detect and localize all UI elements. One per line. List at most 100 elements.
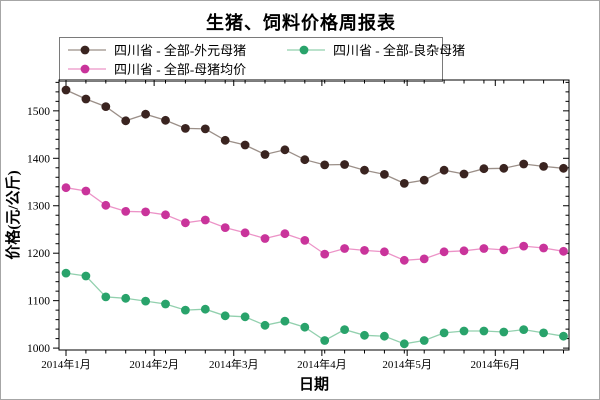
data-point	[121, 207, 131, 216]
data-point	[539, 162, 548, 171]
data-point	[499, 327, 509, 337]
data-point	[300, 155, 310, 165]
series-line	[65, 89, 564, 185]
y-tick-label: 1200	[27, 248, 50, 260]
data-point	[459, 326, 469, 336]
series-line	[65, 272, 564, 345]
x-month-label: 2014年6月	[471, 357, 521, 371]
data-point	[380, 170, 389, 179]
data-point	[141, 109, 151, 119]
data-point	[479, 326, 489, 336]
data-point	[61, 268, 71, 278]
data-point	[141, 296, 151, 306]
data-point	[399, 179, 409, 188]
chart-title: 生猪、饲料价格周报表	[206, 13, 396, 33]
legend: 四川省 - 全部-外元母猪 四川省 - 全部-良杂母猪四川省 - 全部-母猪均价	[59, 37, 465, 82]
x-axis-title: 日期	[299, 375, 329, 393]
data-point	[399, 255, 409, 265]
data-point	[260, 150, 270, 159]
data-point	[61, 183, 71, 193]
data-point	[200, 215, 210, 225]
legend-marker-icon	[68, 64, 106, 73]
data-point	[161, 115, 170, 125]
x-month-label: 2014年4月	[297, 357, 347, 371]
data-point	[419, 336, 429, 345]
data-point	[61, 85, 71, 95]
data-point	[101, 292, 111, 302]
legend-item-0: 四川省 - 全部-外元母猪	[68, 40, 283, 59]
data-point	[459, 169, 469, 179]
x-month-label: 2014年3月	[209, 357, 259, 371]
data-point	[121, 293, 131, 303]
data-point	[101, 102, 111, 111]
legend-marker-icon	[287, 45, 325, 54]
data-point	[121, 116, 131, 126]
data-point	[380, 247, 389, 257]
data-point	[240, 312, 250, 322]
data-point	[220, 223, 230, 233]
y-tick-label: 1100	[27, 296, 50, 308]
legend-marker-icon	[68, 45, 106, 54]
data-point	[419, 254, 429, 264]
data-point	[81, 186, 91, 196]
data-point	[300, 236, 310, 245]
data-point	[200, 124, 210, 134]
data-point	[220, 311, 230, 321]
data-point	[380, 331, 389, 341]
data-point	[280, 145, 290, 155]
data-point	[260, 234, 270, 243]
legend-item-1: 四川省 - 全部-良杂母猪	[287, 40, 465, 59]
data-point	[340, 325, 349, 334]
series-0	[61, 85, 568, 188]
data-point	[181, 124, 190, 133]
data-point	[161, 210, 170, 220]
legend-label: 四川省 - 全部-母猪均价	[114, 62, 247, 77]
data-point	[559, 331, 568, 341]
x-month-label: 2014年1月	[41, 357, 91, 371]
data-point	[101, 200, 111, 210]
x-month-label: 2014年2月	[129, 357, 179, 371]
data-point	[181, 305, 190, 315]
data-point	[439, 247, 449, 257]
legend-item-2: 四川省 - 全部-母猪均价	[68, 59, 283, 78]
data-point	[399, 339, 409, 349]
data-point	[439, 328, 449, 338]
data-point	[499, 245, 509, 255]
data-point	[360, 330, 369, 340]
data-point	[141, 207, 151, 217]
data-point	[519, 241, 529, 251]
data-point	[360, 246, 369, 255]
data-point	[81, 94, 91, 104]
data-point	[519, 159, 529, 169]
data-point	[539, 328, 548, 338]
data-point	[320, 249, 330, 259]
data-point	[320, 336, 330, 345]
data-point	[360, 165, 369, 175]
data-point	[340, 160, 349, 169]
legend-label: 四川省 - 全部-良杂母猪	[333, 43, 466, 58]
data-point	[200, 304, 210, 314]
data-point	[280, 229, 290, 239]
data-point	[479, 244, 489, 253]
data-point	[220, 135, 230, 145]
data-point	[260, 320, 270, 330]
y-tick-label: 1400	[27, 153, 50, 165]
data-point	[439, 165, 449, 175]
y-tick-label: 1500	[27, 106, 50, 118]
series-1	[61, 268, 568, 349]
data-point	[161, 299, 170, 309]
data-point	[81, 271, 91, 281]
data-point	[181, 218, 190, 228]
data-point	[559, 163, 568, 173]
data-point	[280, 316, 290, 326]
legend-label: 四川省 - 全部-外元母猪	[114, 43, 247, 58]
data-point	[340, 244, 349, 253]
y-tick-label: 1300	[27, 201, 50, 213]
y-tick-label: 1000	[27, 343, 50, 355]
data-point	[320, 160, 330, 170]
data-point	[539, 243, 548, 253]
y-axis-title: 价格(元/公斤)	[4, 170, 22, 259]
data-point	[519, 325, 529, 334]
